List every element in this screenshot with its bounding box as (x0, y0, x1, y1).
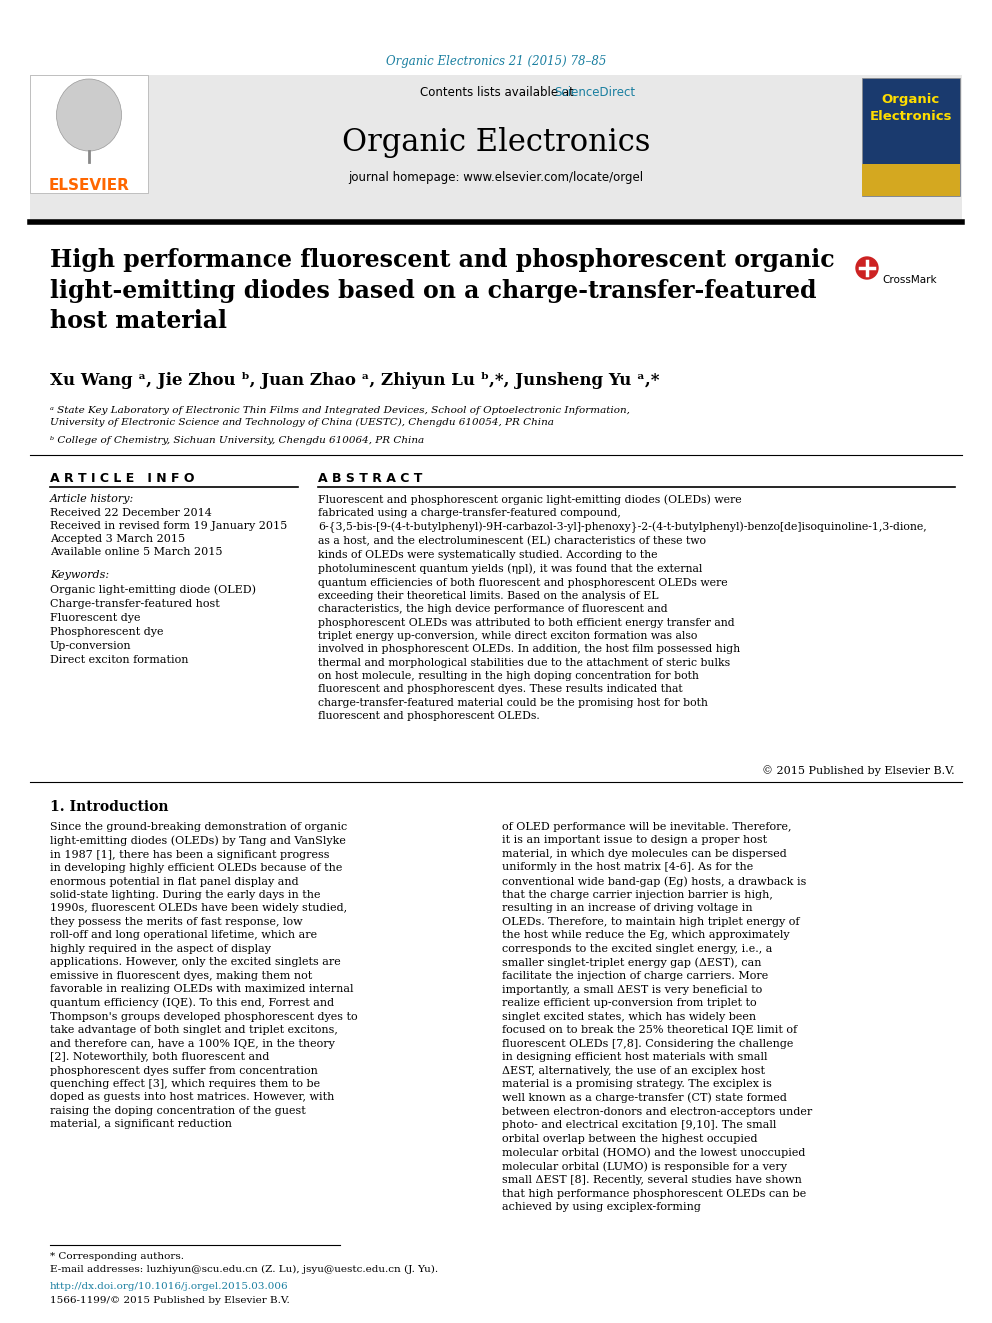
Text: ELSEVIER: ELSEVIER (49, 177, 129, 193)
Text: Accepted 3 March 2015: Accepted 3 March 2015 (50, 534, 186, 544)
Text: Received in revised form 19 January 2015: Received in revised form 19 January 2015 (50, 521, 288, 531)
Bar (862, 164, 960, 196)
Text: Received 22 December 2014: Received 22 December 2014 (50, 508, 212, 519)
Text: ScienceDirect: ScienceDirect (555, 86, 636, 98)
Text: Organic Electronics: Organic Electronics (342, 127, 650, 157)
Text: © 2015 Published by Elsevier B.V.: © 2015 Published by Elsevier B.V. (763, 765, 955, 775)
Text: journal homepage: www.elsevier.com/locate/orgel: journal homepage: www.elsevier.com/locat… (348, 172, 644, 184)
Text: E-mail addresses: luzhiyun@scu.edu.cn (Z. Lu), jsyu@uestc.edu.cn (J. Yu).: E-mail addresses: luzhiyun@scu.edu.cn (Z… (50, 1265, 438, 1274)
Text: http://dx.doi.org/10.1016/j.orgel.2015.03.006: http://dx.doi.org/10.1016/j.orgel.2015.0… (50, 1282, 289, 1291)
Text: A R T I C L E   I N F O: A R T I C L E I N F O (50, 472, 194, 486)
Text: ᵃ State Key Laboratory of Electronic Thin Films and Integrated Devices, School o: ᵃ State Key Laboratory of Electronic Thi… (50, 406, 630, 427)
Ellipse shape (57, 79, 121, 151)
Text: Organic: Organic (882, 94, 940, 106)
Text: 1. Introduction: 1. Introduction (50, 800, 169, 814)
Bar (30, 75, 962, 220)
Text: * Corresponding authors.: * Corresponding authors. (50, 1252, 184, 1261)
Text: Xu Wang ᵃ, Jie Zhou ᵇ, Juan Zhao ᵃ, Zhiyun Lu ᵇ,*, Junsheng Yu ᵃ,*: Xu Wang ᵃ, Jie Zhou ᵇ, Juan Zhao ᵃ, Zhiy… (50, 372, 660, 389)
Text: Contents lists available at: Contents lists available at (420, 86, 577, 98)
Text: A B S T R A C T: A B S T R A C T (318, 472, 423, 486)
Bar (862, 78, 960, 196)
Text: Article history:: Article history: (50, 493, 134, 504)
Text: 1566-1199/© 2015 Published by Elsevier B.V.: 1566-1199/© 2015 Published by Elsevier B… (50, 1297, 290, 1304)
Text: Organic Electronics 21 (2015) 78–85: Organic Electronics 21 (2015) 78–85 (386, 56, 606, 69)
Bar (30, 75, 148, 193)
Text: High performance fluorescent and phosphorescent organic
light-emitting diodes ba: High performance fluorescent and phospho… (50, 247, 834, 333)
Text: of OLED performance will be inevitable. Therefore,
it is an important issue to d: of OLED performance will be inevitable. … (502, 822, 812, 1212)
Text: Fluorescent and phosphorescent organic light-emitting diodes (OLEDs) were
fabric: Fluorescent and phosphorescent organic l… (318, 493, 927, 721)
Text: Organic light-emitting diode (OLED)
Charge-transfer-featured host
Fluorescent dy: Organic light-emitting diode (OLED) Char… (50, 583, 256, 664)
Text: Electronics: Electronics (870, 111, 952, 123)
Text: CrossMark: CrossMark (882, 275, 936, 284)
Text: ᵇ College of Chemistry, Sichuan University, Chengdu 610064, PR China: ᵇ College of Chemistry, Sichuan Universi… (50, 437, 425, 445)
Text: Available online 5 March 2015: Available online 5 March 2015 (50, 546, 222, 557)
Text: Keywords:: Keywords: (50, 570, 109, 579)
Ellipse shape (856, 257, 878, 279)
Text: Since the ground-breaking demonstration of organic
light-emitting diodes (OLEDs): Since the ground-breaking demonstration … (50, 822, 358, 1130)
